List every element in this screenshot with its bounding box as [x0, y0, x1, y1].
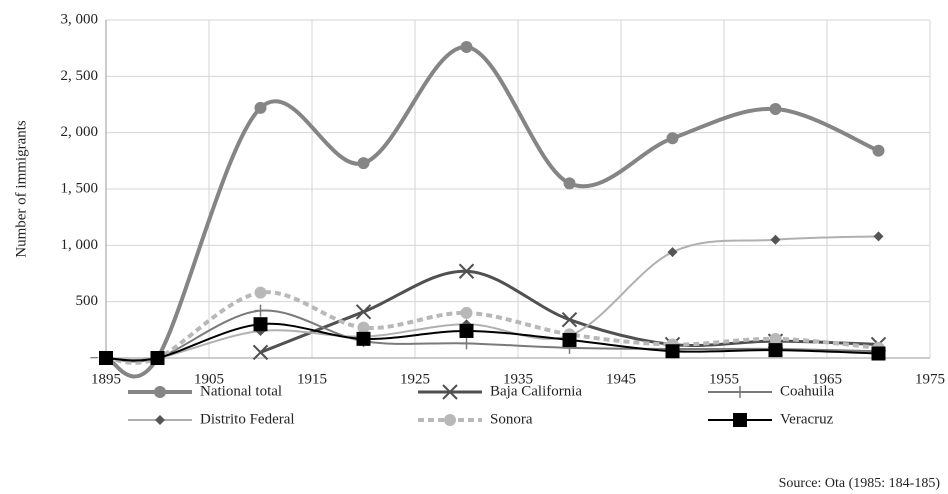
marker	[665, 344, 680, 359]
marker	[253, 317, 268, 332]
marker	[873, 231, 884, 242]
marker	[563, 177, 576, 190]
y-tick-label: 500	[76, 293, 99, 309]
marker	[254, 304, 267, 317]
x-tick-label: 1975	[915, 371, 945, 387]
marker	[459, 323, 474, 338]
marker	[460, 41, 473, 54]
x-tick-label: 1915	[297, 371, 327, 387]
x-tick-label: 1935	[503, 371, 533, 387]
x-tick-label: 1965	[812, 371, 842, 387]
marker	[733, 413, 747, 427]
y-axis-label: Number of immigrants	[13, 120, 29, 258]
y-tick-label: 3, 000	[61, 11, 99, 27]
y-tick-label: 1, 000	[61, 237, 99, 253]
legend-label: Veracruz	[780, 411, 834, 427]
marker	[154, 386, 166, 398]
x-tick-label: 1955	[709, 371, 739, 387]
marker	[768, 343, 783, 358]
marker	[356, 331, 371, 346]
marker	[734, 386, 746, 398]
series	[99, 317, 886, 365]
series-line	[105, 235, 879, 361]
y-tick-label: 1, 500	[61, 180, 99, 196]
marker	[561, 311, 578, 328]
legend-label: National total	[200, 383, 282, 399]
legend-label: Distrito Federal	[200, 411, 295, 427]
source: Source: Ota (1985: 184-185)	[779, 476, 941, 491]
series-line	[105, 309, 879, 363]
marker	[254, 101, 267, 114]
marker	[155, 415, 165, 425]
x-tick-label: 1905	[194, 371, 224, 387]
marker	[458, 263, 475, 279]
marker	[460, 337, 473, 350]
marker	[442, 384, 458, 400]
legend-label: Coahuila	[780, 383, 834, 399]
marker	[769, 103, 782, 116]
marker	[357, 157, 370, 170]
marker	[769, 332, 782, 345]
marker	[357, 321, 370, 334]
marker	[667, 247, 678, 258]
marker	[254, 286, 267, 299]
marker	[444, 414, 456, 426]
marker	[666, 132, 679, 145]
series	[101, 231, 884, 363]
x-tick-label: 1895	[91, 371, 121, 387]
marker	[99, 351, 113, 365]
marker	[871, 346, 886, 361]
legend-label: Sonora	[490, 411, 533, 427]
marker	[150, 351, 165, 365]
marker	[872, 144, 885, 157]
series-line	[105, 45, 880, 379]
y-tick-label: 2, 000	[61, 124, 99, 140]
series	[100, 304, 885, 364]
marker	[252, 344, 269, 361]
marker	[770, 234, 781, 245]
legend-label: Baja California	[490, 383, 582, 399]
y-tick-label: –	[90, 349, 99, 365]
marker	[562, 332, 577, 347]
x-tick-label: 1925	[400, 371, 430, 387]
marker	[355, 304, 372, 320]
y-tick-label: 2, 500	[61, 68, 99, 84]
marker	[460, 306, 473, 319]
x-tick-label: 1945	[606, 371, 636, 387]
